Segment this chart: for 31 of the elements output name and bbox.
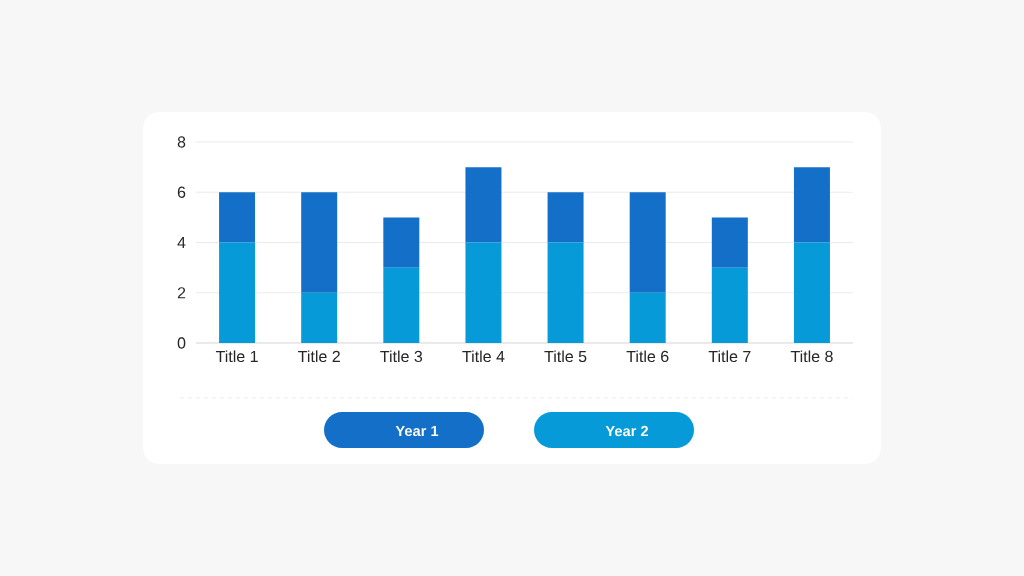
- bar: [793, 242, 830, 343]
- bar: [383, 267, 420, 343]
- bar: [301, 192, 338, 293]
- y-tick-label: 0: [177, 337, 186, 349]
- y-tick-label: 6: [177, 186, 186, 198]
- bar: [465, 242, 502, 343]
- bar: [383, 217, 420, 268]
- x-tick-label: Title 3: [380, 350, 423, 363]
- bar: [219, 242, 256, 343]
- y-tick-label: 4: [177, 237, 186, 249]
- bar: [793, 167, 830, 243]
- x-tick-label: Title 1: [215, 350, 258, 363]
- bar: [711, 267, 748, 343]
- bar: [711, 217, 748, 268]
- bar: [547, 192, 584, 243]
- bar: [629, 292, 666, 343]
- y-tick-label: 8: [177, 136, 186, 148]
- bar: [629, 192, 666, 293]
- y-tick-label: 2: [177, 287, 186, 299]
- text: Year 2: [605, 425, 649, 437]
- bar: [465, 167, 502, 243]
- bar: [219, 192, 256, 243]
- x-tick-label: Title 4: [462, 350, 505, 363]
- text: Year 1: [395, 425, 439, 437]
- x-tick-label: Title 7: [708, 350, 751, 363]
- x-tick-label: Title 5: [544, 350, 587, 363]
- bar: [301, 292, 338, 343]
- bar: [547, 242, 584, 343]
- x-tick-label: Title 8: [790, 350, 833, 363]
- x-tick-label: Title 2: [298, 350, 340, 363]
- x-tick-label: Title 6: [626, 350, 669, 363]
